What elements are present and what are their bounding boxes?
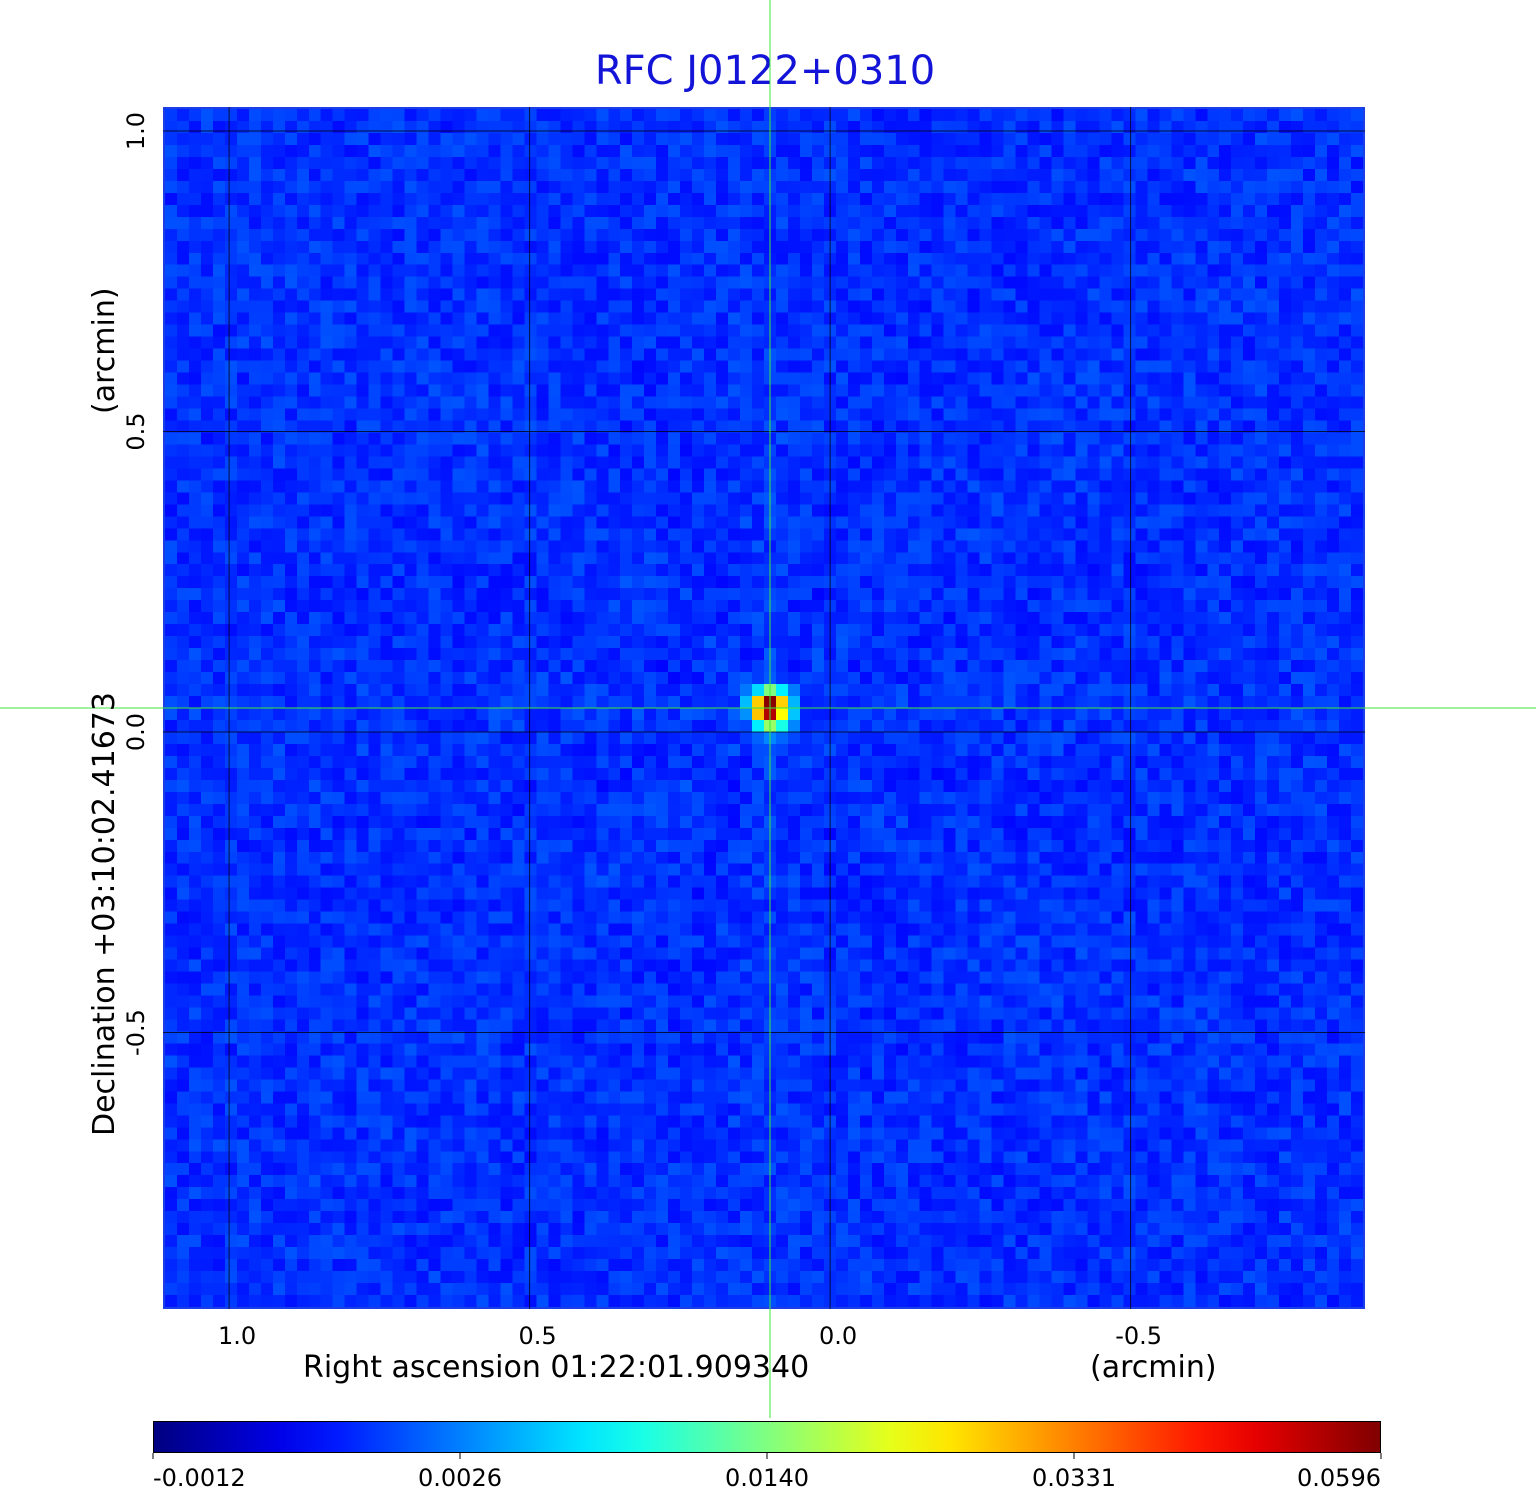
x-tick-label: 0.5 <box>519 1322 557 1350</box>
x-tick-label: -0.5 <box>1115 1322 1162 1350</box>
y-tick-label: 0.0 <box>122 713 150 751</box>
y-axis-label: Declination +03:10:02.41673 <box>87 692 122 1136</box>
y-axis-unit: (arcmin) <box>87 287 122 414</box>
tick-labels: 1.0 0.5 0.0 -0.5 1.0 0.5 0.0 -0.5 <box>122 112 1162 1350</box>
colorbar-tick-label: 0.0596 <box>1297 1464 1381 1492</box>
x-tick-label: 0.0 <box>819 1322 857 1350</box>
colorbar-ticks: -0.0012 0.0026 0.0140 0.0331 0.0596 <box>152 1453 1382 1492</box>
x-axis-unit: (arcmin) <box>1090 1350 1217 1385</box>
colorbar-tick-label: 0.0026 <box>418 1464 502 1492</box>
x-tick-label: 1.0 <box>218 1322 256 1350</box>
crosshair <box>0 0 1536 1418</box>
colorbar-tick-label: 0.0331 <box>1032 1464 1116 1492</box>
y-tick-label: 1.0 <box>122 112 150 150</box>
chart-title: RFC J0122+0310 <box>594 48 936 94</box>
x-axis-label: Right ascension 01:22:01.909340 <box>303 1350 809 1385</box>
colorbar <box>153 1421 1381 1453</box>
colorbar-tick-label: -0.0012 <box>153 1464 246 1492</box>
y-tick-label: -0.5 <box>122 1009 150 1056</box>
y-tick-label: 0.5 <box>122 412 150 450</box>
colorbar-tick-label: 0.0140 <box>725 1464 809 1492</box>
